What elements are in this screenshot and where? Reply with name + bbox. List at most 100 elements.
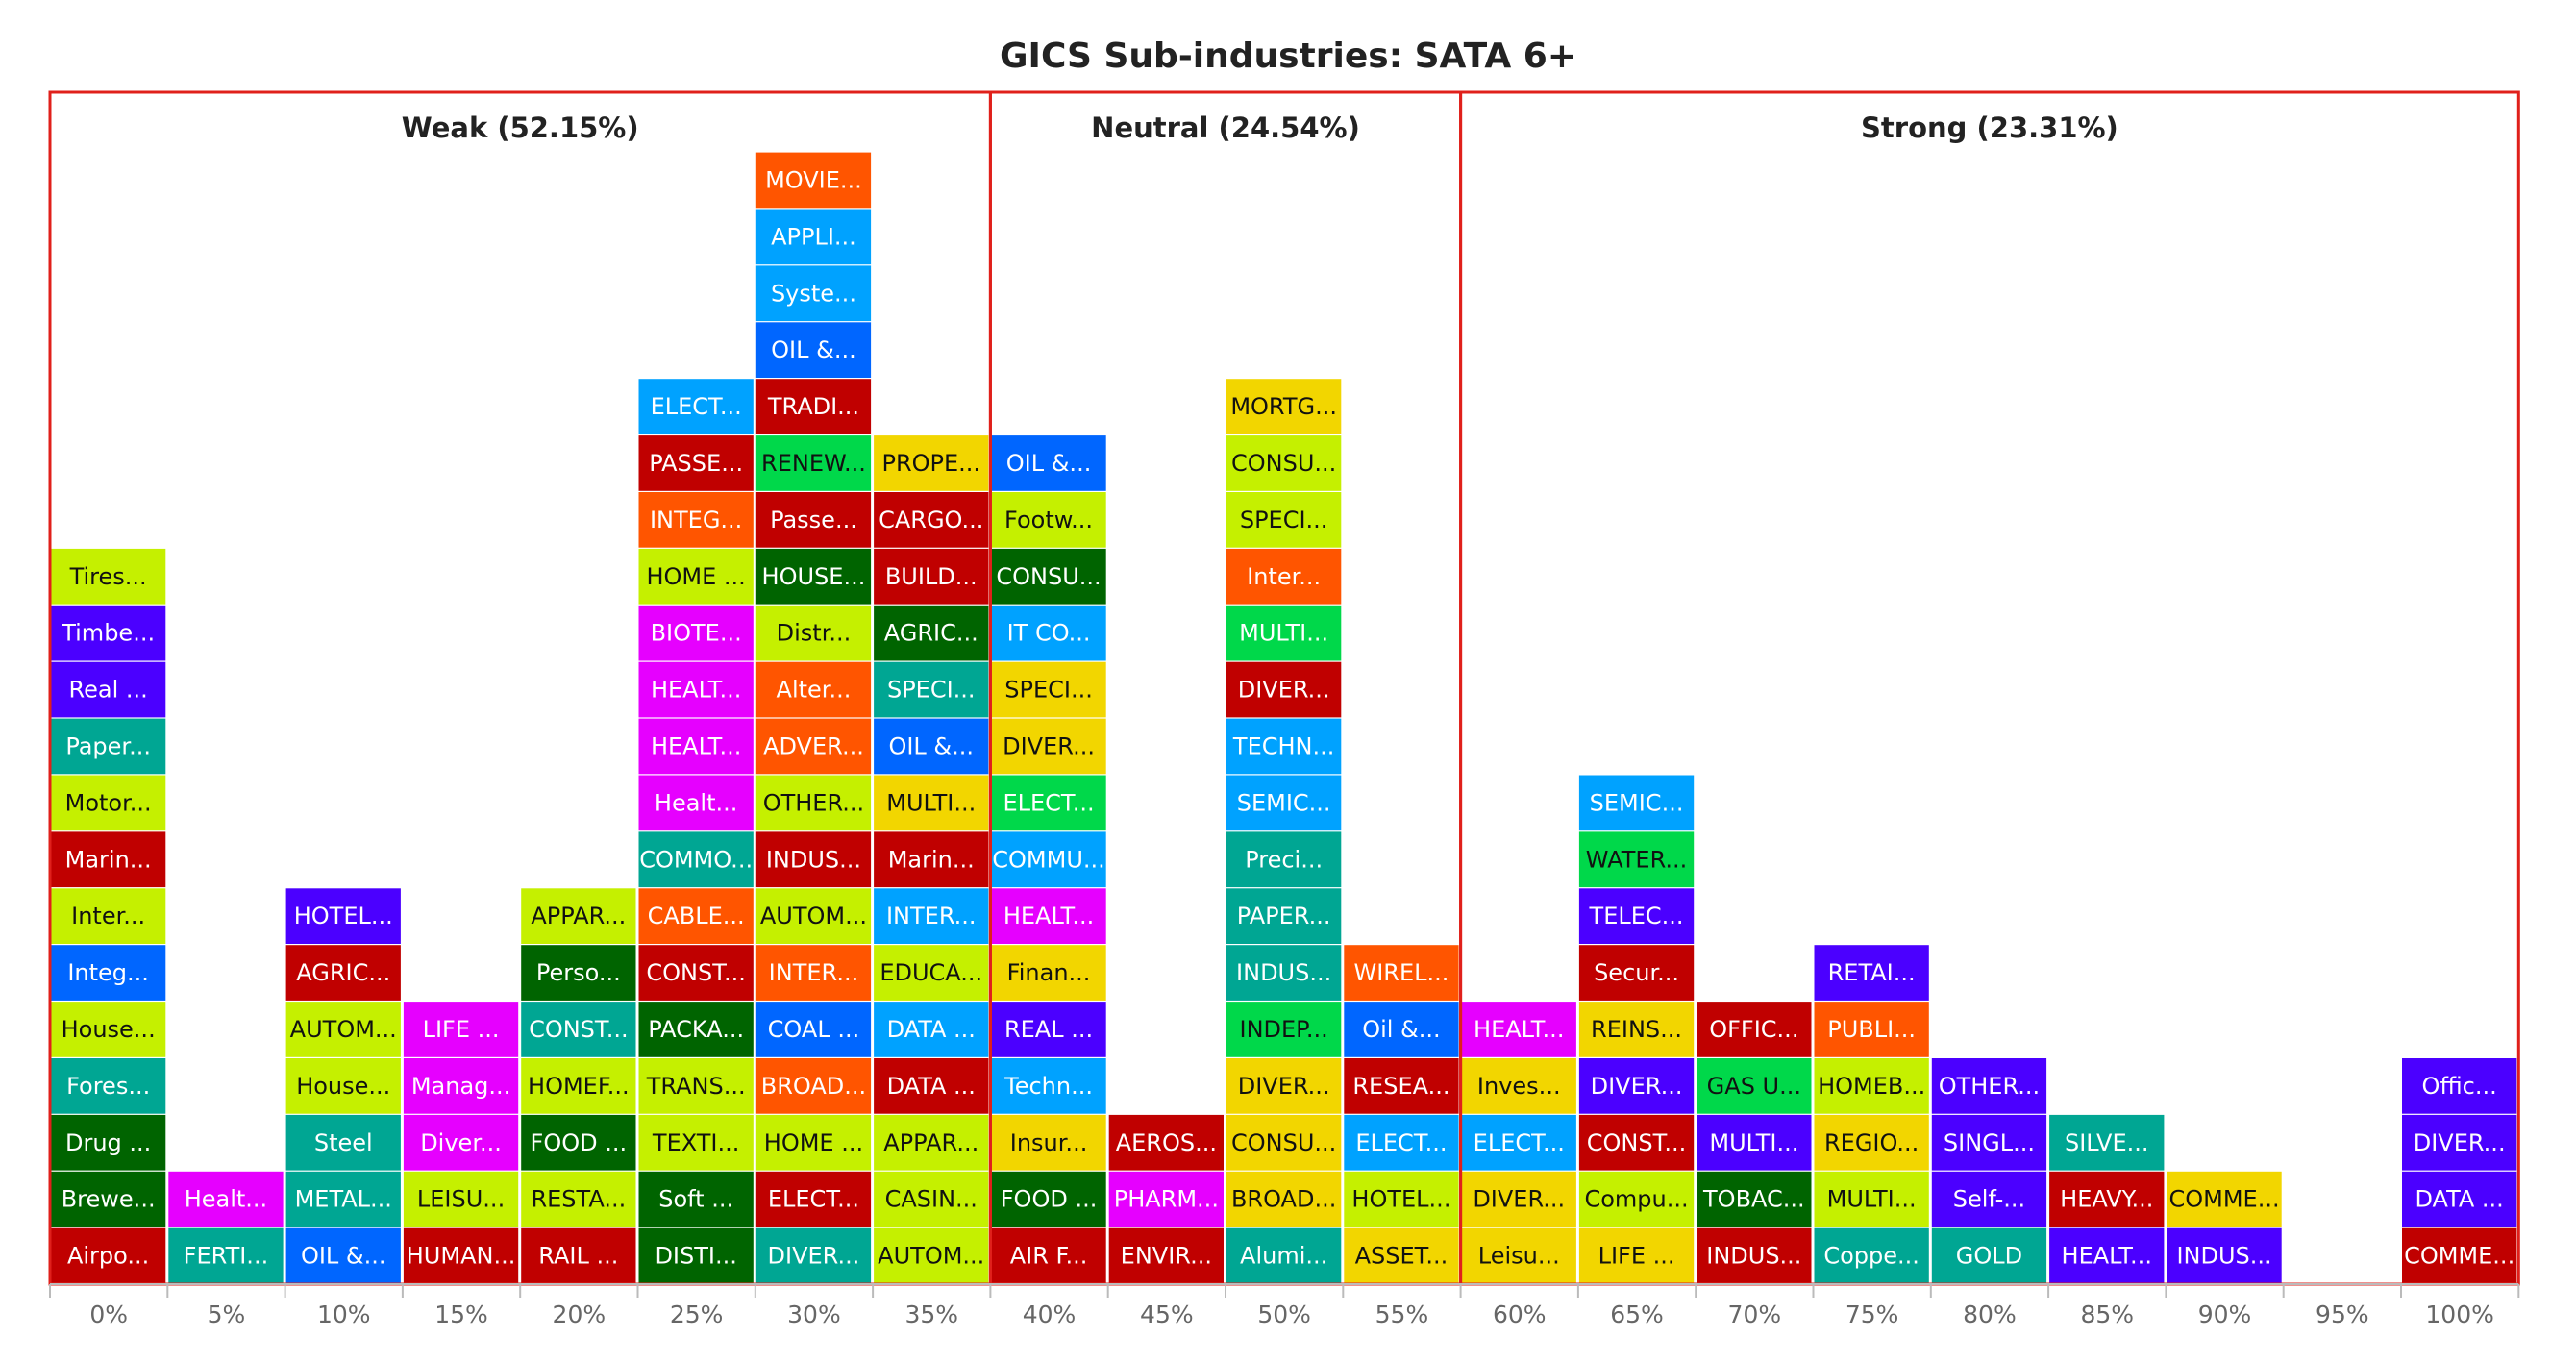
cell: DIVER...	[1578, 1058, 1695, 1114]
cell-block	[874, 1227, 989, 1284]
cell-label: TECHN...	[1232, 732, 1334, 759]
cell-block	[285, 1114, 401, 1171]
cell-block	[1226, 775, 1342, 831]
cell: Inter...	[51, 888, 166, 944]
cell-label: Timbe...	[61, 620, 155, 647]
cell: HOMEF...	[521, 1058, 636, 1114]
cell-block	[2402, 1114, 2517, 1171]
cell-block	[1578, 945, 1695, 1001]
cell-block	[521, 1114, 636, 1171]
cell: DISTI...	[638, 1227, 754, 1284]
cell-label: INTER...	[769, 959, 859, 986]
cell-block	[755, 1171, 872, 1227]
cell-block	[755, 831, 872, 888]
cell: MULTI...	[874, 775, 989, 831]
cell-label: BUILD...	[885, 563, 978, 590]
cell-block	[1226, 718, 1342, 775]
cell-label: SEMIC...	[1590, 789, 1684, 816]
cell-label: SPECI...	[887, 677, 976, 704]
cell-block	[2049, 1114, 2165, 1171]
cell-label: Syste...	[771, 280, 856, 307]
cell-block	[991, 1171, 1106, 1227]
tick-label: 70%	[1728, 1301, 1782, 1328]
cell-label: RESEA...	[1352, 1073, 1449, 1100]
cell-label: TELEC...	[1589, 903, 1684, 929]
cell-label: Passe...	[770, 507, 857, 533]
cell: ASSET...	[1344, 1227, 1459, 1284]
cell: COAL ...	[755, 1002, 872, 1057]
cell: PASSE...	[638, 435, 754, 491]
cell: TELEC...	[1578, 888, 1695, 944]
cell: INDEP...	[1226, 1002, 1342, 1057]
cell: PROPE...	[874, 435, 989, 491]
cell: RESTA...	[521, 1171, 636, 1227]
cell: DIVER...	[2402, 1114, 2517, 1171]
cell: BROAD...	[755, 1058, 872, 1114]
cell: SILVE...	[2049, 1114, 2165, 1171]
cell: House...	[285, 1058, 401, 1114]
cell-block	[1461, 1002, 1576, 1057]
cell-label: WIREL...	[1353, 959, 1449, 986]
cell-label: FOOD ...	[1001, 1186, 1098, 1213]
cell-label: DATA ...	[887, 1016, 976, 1043]
cell-block	[1814, 945, 1929, 1001]
cell-label: LIFE ...	[1598, 1243, 1675, 1270]
cell-label: Oil &...	[1362, 1016, 1440, 1043]
tick-label: 5%	[208, 1301, 246, 1328]
cell: OIL &...	[755, 322, 872, 378]
cell: CONSU...	[1226, 435, 1342, 491]
cell-label: Inves...	[1477, 1073, 1561, 1100]
cell: RETAI...	[1814, 945, 1929, 1001]
cell: COMMU...	[991, 831, 1106, 888]
cell: Tires...	[51, 548, 166, 605]
cell: ENVIR...	[1108, 1227, 1224, 1284]
cell: TRADI...	[755, 379, 872, 434]
cell: EDUCA...	[874, 945, 989, 1001]
cell-block	[991, 435, 1106, 491]
cell-block	[1108, 1227, 1224, 1284]
cell-block	[1461, 1227, 1576, 1284]
cell-block	[874, 492, 989, 548]
cell-block	[638, 775, 754, 831]
cell-block	[51, 718, 166, 775]
cell-label: OIL &...	[771, 336, 856, 363]
cell-label: MULTI...	[1239, 620, 1328, 647]
cell-label: INDUS...	[766, 846, 861, 873]
cell: GOLD	[1931, 1227, 2047, 1284]
cell-label: DIVER...	[1591, 1073, 1683, 1100]
cell: HEALT...	[638, 661, 754, 718]
cell-block	[403, 1171, 519, 1227]
cell-label: OTHER...	[1939, 1073, 2040, 1100]
cell: Marin...	[51, 831, 166, 888]
cell-label: ELECT...	[651, 393, 742, 420]
cell-label: Drug ...	[65, 1129, 151, 1156]
cell-label: MULTI...	[1827, 1186, 1917, 1213]
cell: SEMIC...	[1578, 775, 1695, 831]
cell-block	[2402, 1227, 2517, 1284]
cell-label: Alter...	[777, 677, 852, 704]
cell: TRANS...	[638, 1058, 754, 1114]
cell: Coppe...	[1814, 1227, 1929, 1284]
cell: Healt...	[168, 1171, 284, 1227]
cell-label: PASSE...	[649, 450, 743, 477]
cell: Marin...	[874, 831, 989, 888]
cell-label: CONSU...	[1231, 1129, 1336, 1156]
cell-block	[991, 1002, 1106, 1057]
cell-block	[51, 1171, 166, 1227]
tick-label: 40%	[1023, 1301, 1077, 1328]
cell-label: DIVER...	[1238, 677, 1330, 704]
cell: HOME ...	[638, 548, 754, 605]
cell-label: Diver...	[420, 1129, 502, 1156]
cell-block	[1344, 1227, 1459, 1284]
cell: LIFE ...	[403, 1002, 519, 1057]
cell-block	[51, 1227, 166, 1284]
cell-block	[1814, 1002, 1929, 1057]
cell-block	[521, 888, 636, 944]
cell: Integ...	[51, 945, 166, 1001]
cell-block	[1226, 492, 1342, 548]
cell: WIREL...	[1344, 945, 1459, 1001]
cell-label: Secur...	[1594, 959, 1679, 986]
cell-block	[755, 209, 872, 265]
cell-label: Compu...	[1584, 1186, 1688, 1213]
